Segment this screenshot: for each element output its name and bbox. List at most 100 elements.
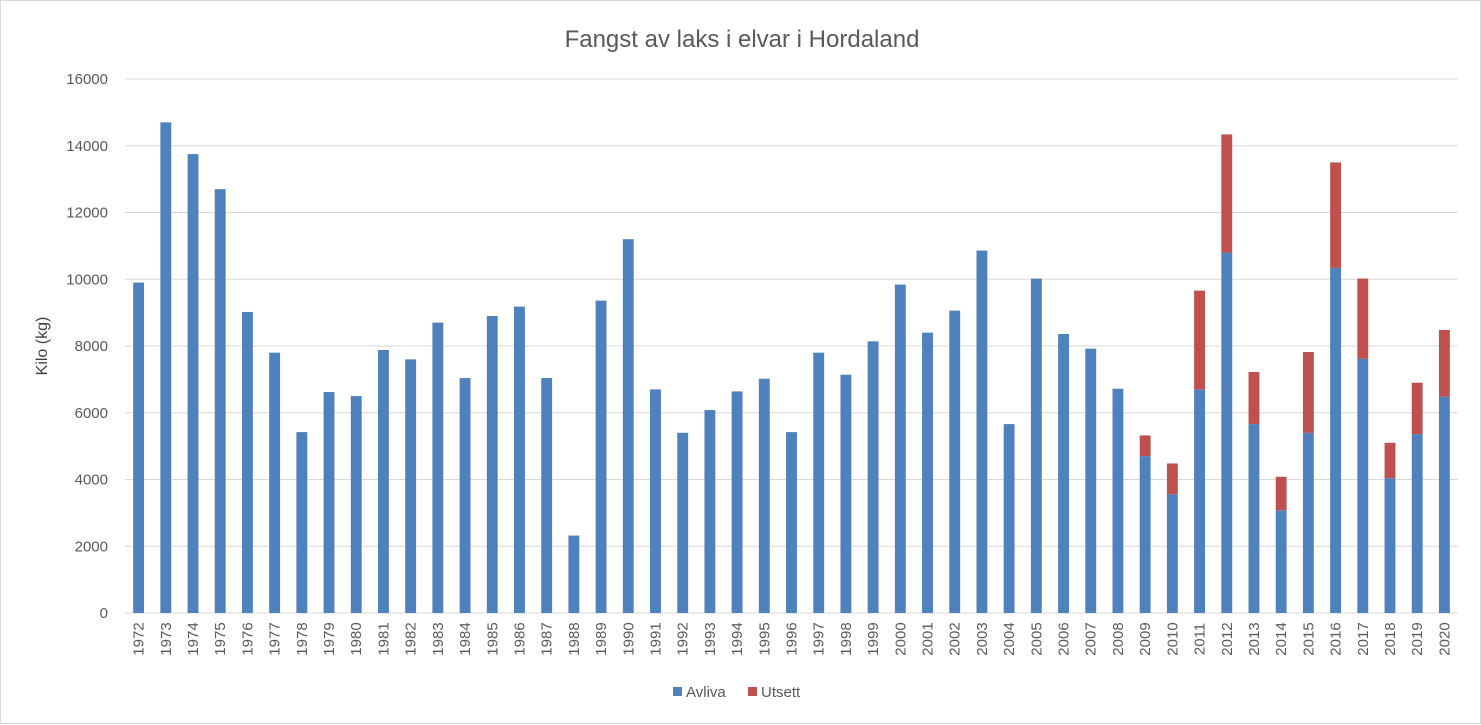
bar-utsett-2020 [1438, 329, 1450, 397]
bar-avliva-2015 [1302, 432, 1314, 613]
x-tick-label: 1980 [348, 622, 365, 655]
x-tick-label: 2018 [1382, 622, 1399, 655]
bar-avliva-2006 [1058, 333, 1069, 613]
x-tick-label: 2002 [947, 622, 964, 655]
bar-avliva-1985 [486, 315, 498, 613]
bar-avliva-2012 [1221, 252, 1233, 614]
bar-avliva-1992 [677, 432, 689, 613]
bar-avliva-1986 [514, 306, 525, 613]
bar-utsett-2017 [1357, 278, 1369, 359]
bar-avliva-1983 [432, 322, 444, 613]
bar-avliva-1977 [269, 352, 281, 613]
x-tick-label: 2016 [1328, 622, 1345, 655]
bar-avliva-2016 [1330, 267, 1342, 613]
bar-avliva-1988 [568, 535, 580, 613]
bar-avliva-2002 [949, 310, 961, 613]
bar-avliva-1997 [813, 352, 825, 613]
x-tick-label: 1977 [267, 622, 284, 655]
x-tick-label: 1986 [511, 622, 528, 655]
legend-label-utsett: Utsett [761, 684, 801, 701]
bar-avliva-1972 [133, 282, 145, 613]
bar-avliva-2013 [1248, 424, 1260, 613]
y-tick-label: 6000 [75, 405, 108, 422]
x-tick-label: 1998 [838, 622, 855, 655]
x-tick-label: 1991 [647, 622, 664, 655]
x-tick-label: 1997 [811, 622, 828, 655]
x-tick-label: 1983 [430, 622, 447, 655]
bar-avliva-1973 [160, 122, 172, 613]
y-tick-label: 14000 [66, 138, 108, 155]
bar-avliva-1981 [377, 350, 389, 613]
bar-avliva-1980 [350, 396, 362, 613]
bar-avliva-2010 [1166, 494, 1178, 613]
chart-title: Fangst av laks i elvar i Hordaland [565, 26, 920, 53]
x-tick-label: 2004 [1001, 622, 1018, 655]
x-tick-label: 1975 [212, 622, 229, 655]
gridlines [125, 78, 1458, 614]
bar-avliva-1989 [595, 300, 607, 613]
bar-avliva-1993 [704, 410, 716, 613]
bar-avliva-1990 [622, 239, 634, 613]
x-tick-label: 2007 [1083, 622, 1100, 655]
bar-utsett-2019 [1411, 382, 1423, 435]
bar-avliva-1994 [731, 391, 743, 613]
bar-avliva-2009 [1139, 456, 1151, 613]
bar-avliva-1975 [214, 189, 226, 613]
bar-avliva-2001 [922, 332, 933, 613]
bar-utsett-2011 [1194, 290, 1206, 390]
bar-avliva-2005 [1030, 278, 1042, 613]
bar-avliva-1991 [650, 389, 661, 613]
bar-utsett-2010 [1166, 463, 1178, 495]
bar-avliva-2014 [1275, 510, 1287, 613]
bar-avliva-1979 [323, 392, 335, 613]
bar-avliva-1978 [296, 432, 308, 613]
bar-avliva-2008 [1112, 388, 1124, 613]
legend: Avliva Utsett [673, 684, 801, 701]
x-tick-label: 2019 [1409, 622, 1426, 655]
x-tick-label: 1996 [784, 622, 801, 655]
y-axis-ticks: 0 2000 4000 6000 8000 10000 12000 14000 16000 [66, 71, 108, 622]
x-tick-label: 1989 [593, 622, 610, 655]
x-tick-label: 2020 [1436, 622, 1453, 655]
bar-avliva-2011 [1194, 389, 1206, 613]
x-tick-label: 1984 [457, 622, 474, 655]
bar-utsett-2012 [1221, 134, 1233, 253]
y-tick-label: 16000 [66, 71, 108, 88]
y-tick-label: 10000 [66, 271, 108, 288]
x-tick-label: 1990 [620, 622, 637, 655]
bar-avliva-1995 [758, 378, 770, 613]
y-tick-label: 0 [100, 605, 108, 622]
bar-avliva-1976 [241, 311, 253, 613]
x-tick-label: 1981 [375, 622, 392, 655]
y-axis-label: Kilo (kg) [34, 317, 51, 376]
x-tick-label: 2010 [1164, 622, 1181, 655]
bar-utsett-2013 [1248, 372, 1260, 425]
x-tick-label: 1982 [403, 622, 420, 655]
x-tick-label: 2015 [1300, 622, 1317, 655]
x-tick-label: 2006 [1056, 622, 1073, 655]
x-tick-label: 1988 [566, 622, 583, 655]
bar-avliva-1999 [867, 341, 879, 613]
bar-avliva-1984 [459, 378, 471, 613]
x-tick-label: 1985 [484, 622, 501, 655]
bar-avliva-1996 [786, 432, 797, 613]
y-tick-label: 12000 [66, 205, 108, 222]
x-tick-label: 1978 [294, 622, 311, 655]
x-tick-label: 1976 [239, 622, 256, 655]
x-tick-label: 1974 [185, 622, 202, 655]
x-tick-label: 2005 [1028, 622, 1045, 655]
x-tick-label: 2011 [1192, 623, 1209, 655]
bar-avliva-2004 [1003, 424, 1015, 613]
bar-utsett-2015 [1302, 352, 1314, 433]
bar-avliva-1982 [405, 359, 417, 613]
x-tick-label: 1995 [756, 622, 773, 655]
x-tick-label: 2008 [1110, 622, 1127, 655]
bars [133, 122, 1450, 614]
bar-avliva-2018 [1384, 478, 1396, 613]
x-tick-label: 2017 [1355, 622, 1372, 655]
x-tick-label: 2014 [1273, 622, 1290, 655]
x-tick-label: 1992 [675, 622, 692, 655]
bar-utsett-2009 [1139, 435, 1151, 457]
